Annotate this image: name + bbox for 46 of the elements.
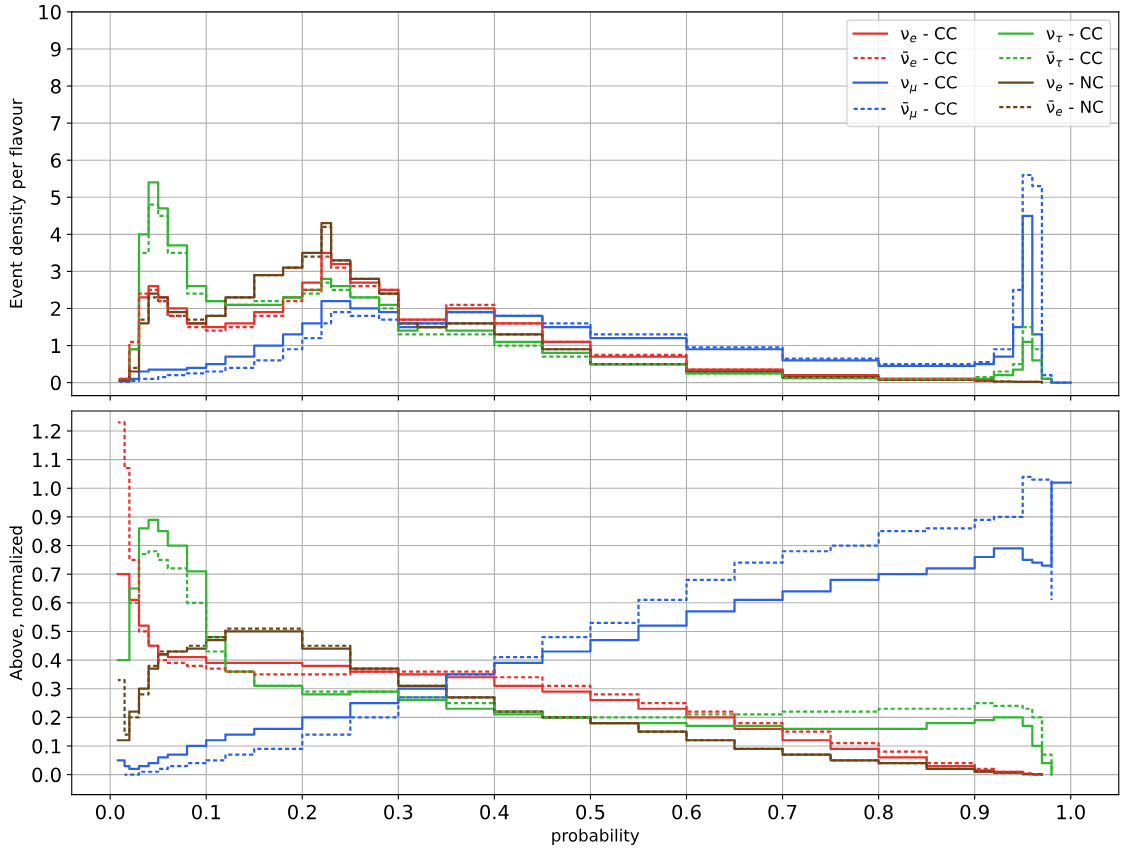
x-tick-label: 0.1 [192,804,220,820]
x-tick-label: 0.7 [768,804,797,820]
y-tick-label: 0.7 [32,567,61,582]
y-tick-label: 0.9 [32,509,61,525]
x-tick-label: 0.4 [480,804,509,820]
y-tick-label: 0.0 [32,767,61,783]
x-tick-label: 0.9 [960,804,989,820]
y-tick-label: 0.1 [32,738,61,754]
legend-label: ν̄$_{e}$ - NC [1046,100,1103,116]
y-tick-label: 3 [51,264,61,280]
x-tick-label: 0.8 [864,804,893,820]
legend-label: ν$_{μ}$ - CC [900,75,957,94]
x-tick-label: 0.5 [576,804,605,820]
y-tick-label: 0.4 [32,653,61,668]
legend-label: ν$_{e}$ - NC [1046,75,1103,92]
y-tick-label: 1.1 [33,452,61,468]
legend-label: ν̄$_{e}$ - CC [900,51,957,67]
x-tick-label: 1.0 [1057,804,1085,820]
x-tick-label: 0.6 [672,804,701,820]
legend-label: ν̄$_{μ}$ - CC [900,102,957,120]
y-tick-label: 4 [50,227,61,242]
y-tick-label: 0.5 [32,624,61,640]
y-tick-label: 9 [50,41,61,57]
legend-label: ν$_{τ}$ - CC [1046,27,1102,43]
y-tick-label: 5 [51,190,61,205]
legend-label: ν̄$_{τ}$ - CC [1046,51,1102,67]
y-tick-label: 1.0 [33,481,61,496]
x-tick-label: 0.0 [95,804,125,820]
y-tick-label: 1 [51,338,61,353]
y-tick-label: 6 [51,153,61,168]
y-axis-title: Event density per flavour [9,98,26,308]
y-tick-label: 8 [50,78,61,94]
y-tick-label: 0.6 [32,595,61,611]
x-tick-label: 0.3 [384,804,413,820]
y-tick-label: 0.8 [32,538,61,554]
y-tick-label: 0.3 [32,681,61,697]
y-tick-label: 0 [50,375,61,391]
y-tick-label: 2 [51,301,61,316]
y-tick-label: 0.2 [32,710,61,726]
x-tick-label: 0.2 [288,804,316,820]
legend-label: ν$_{e}$ - CC [900,27,957,43]
y-tick-label: 7 [51,116,61,131]
y-axis-title: Above, normalized [9,526,25,681]
x-axis-title: probability [552,828,640,845]
y-tick-label: 10 [39,4,61,20]
y-tick-label: 1.2 [33,423,61,439]
